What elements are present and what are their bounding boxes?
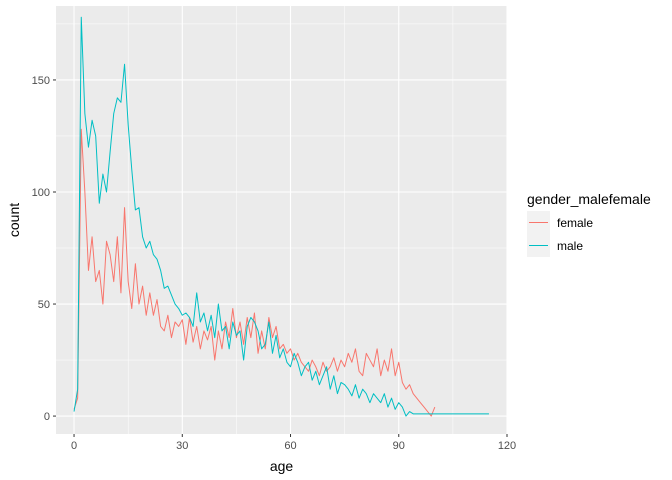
x-tick-label: 0 <box>71 440 77 452</box>
legend-title: gender_malefemale <box>527 191 651 207</box>
tick-layer: 0 30 60 90 120 0 50 100 150 <box>32 75 517 452</box>
y-tick-label: 0 <box>44 411 50 423</box>
x-tick-label: 60 <box>284 440 296 452</box>
y-tick-label: 150 <box>32 75 50 87</box>
x-axis-title: age <box>270 458 294 474</box>
y-axis-title: count <box>6 203 22 237</box>
x-tick-label: 90 <box>393 440 405 452</box>
series-line-male <box>73 16 489 417</box>
x-tick-label: 30 <box>176 440 188 452</box>
legend: gender_malefemale female male <box>527 191 651 257</box>
plot-panel <box>56 6 507 434</box>
series-layer <box>73 16 489 417</box>
y-tick-label: 100 <box>32 187 50 199</box>
legend-label-female: female <box>557 216 593 230</box>
y-tick-label: 50 <box>38 299 50 311</box>
x-tick-label: 120 <box>498 440 516 452</box>
series-line-female <box>73 128 436 417</box>
legend-label-male: male <box>557 239 583 253</box>
grid-layer <box>56 6 508 434</box>
